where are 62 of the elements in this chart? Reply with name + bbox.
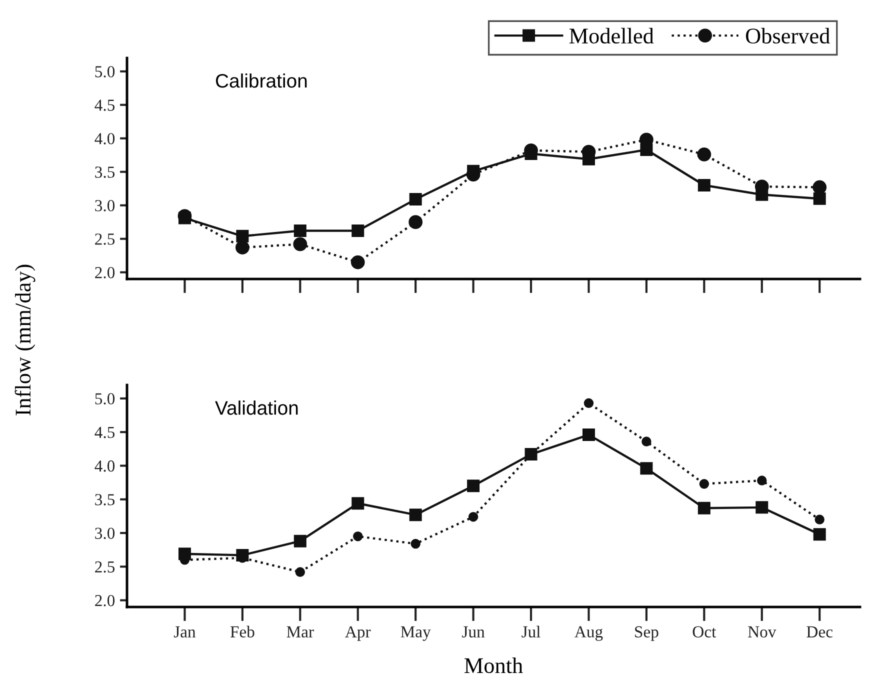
y-tick-label: 3.0 [95, 200, 115, 212]
y-tick-label: 4.5 [94, 100, 115, 111]
point [697, 147, 712, 162]
point [410, 538, 420, 549]
x-tick-label: Mar [286, 626, 314, 638]
y-tick-label: 2.5 [95, 561, 115, 573]
point [640, 462, 653, 475]
point [584, 398, 594, 408]
x-tick-label: Jan [174, 626, 196, 638]
y-tick-label: 3.5 [95, 166, 115, 178]
y-tick-label: 4.5 [94, 426, 115, 438]
point [294, 534, 306, 548]
point [352, 497, 364, 510]
x-axis-title: Month [464, 658, 523, 674]
y-tick-label: 3.0 [95, 528, 115, 540]
point [756, 501, 768, 514]
point [408, 215, 423, 230]
point [468, 512, 478, 522]
point [409, 508, 422, 522]
point [814, 514, 824, 524]
legend-label: Modelled [569, 28, 654, 44]
y-tick-label: 2.5 [95, 234, 115, 245]
point [353, 532, 363, 542]
x-tick-label: Nov [748, 626, 776, 638]
point [698, 502, 710, 514]
point [350, 255, 365, 270]
y-axis-title: Inflow (mm/day) [14, 264, 36, 416]
x-tick-label: Jul [522, 626, 540, 638]
x-tick-label: Aug [574, 626, 603, 641]
x-tick-label: Apr [345, 626, 371, 641]
point [582, 428, 595, 442]
point [236, 230, 249, 242]
x-tick-label: Oct [692, 626, 716, 638]
x-tick-label: Feb [230, 626, 254, 638]
point [642, 436, 652, 446]
point [698, 178, 710, 192]
point [293, 237, 308, 252]
y-tick-label: 5.0 [95, 393, 115, 404]
text: Calibration [216, 73, 307, 88]
x-tick-label: Dec [806, 626, 832, 638]
y-tick-label: 4.0 [94, 133, 115, 144]
point [294, 224, 306, 238]
y-tick-label: 5.0 [95, 66, 115, 78]
point [352, 224, 364, 238]
point [467, 480, 480, 492]
y-tick-label: 4.0 [94, 460, 115, 472]
legend-label: Observed [746, 28, 830, 44]
point [699, 479, 710, 489]
y-tick-label: 2.0 [95, 267, 115, 278]
point [409, 193, 422, 206]
x-tick-label: Jun [462, 626, 485, 638]
x-tick-label: Sep [635, 626, 658, 641]
point [757, 476, 767, 486]
text: Validation [215, 400, 298, 415]
point [813, 192, 826, 205]
point [813, 528, 826, 541]
x-tick-label: May [400, 626, 431, 641]
point [295, 567, 306, 577]
y-tick-label: 3.5 [95, 494, 115, 506]
point [812, 180, 827, 194]
point [235, 240, 250, 254]
y-tick-label: 2.0 [95, 594, 115, 606]
